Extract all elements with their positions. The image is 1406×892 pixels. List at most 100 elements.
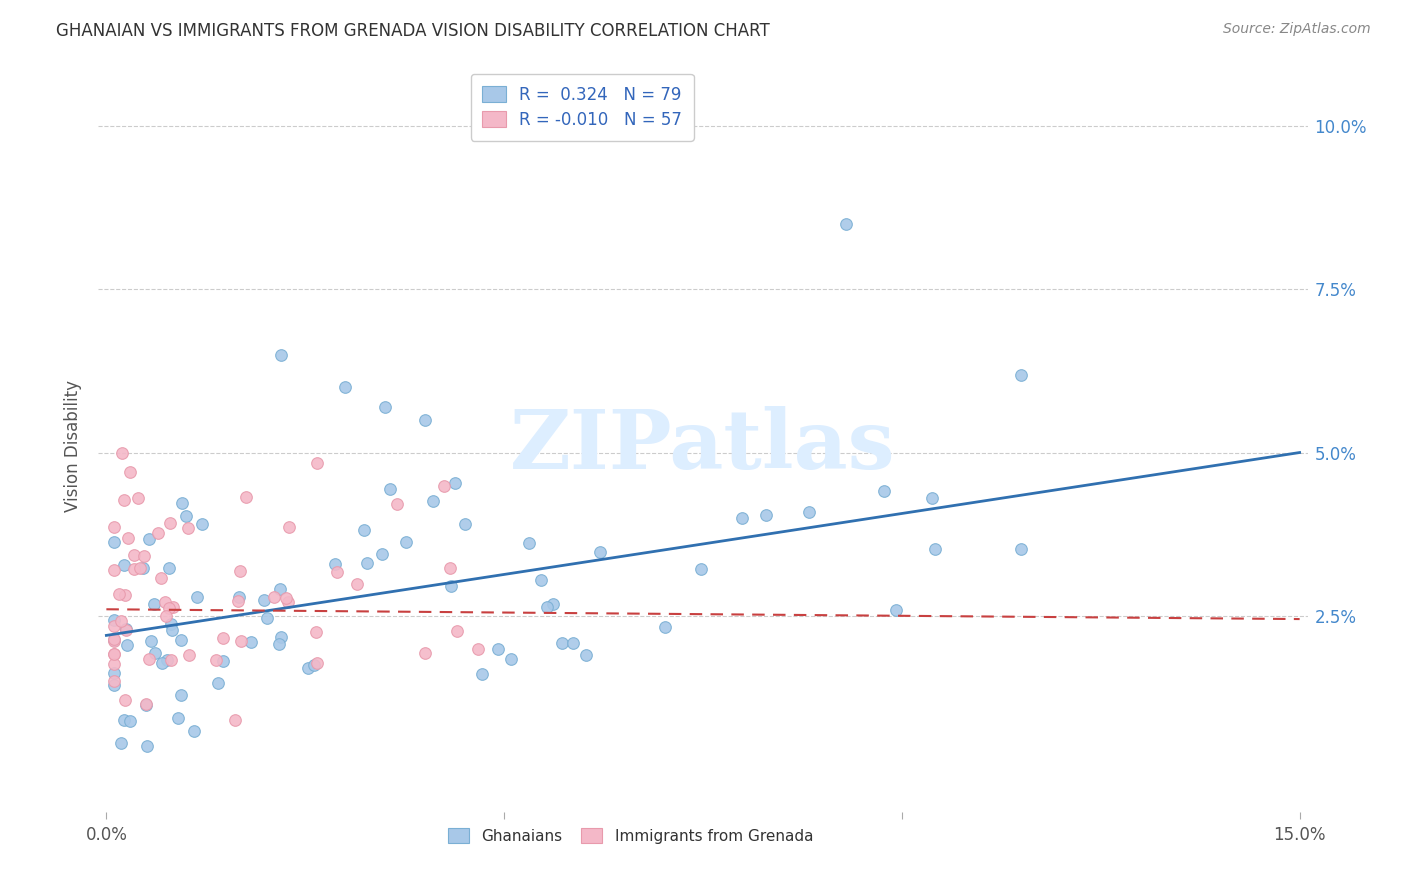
Y-axis label: Vision Disability: Vision Disability: [65, 380, 83, 512]
Point: [103, 648, 125, 662]
Point: [183, 724, 205, 739]
Point: [551, 636, 574, 650]
Point: [575, 648, 598, 663]
Point: [103, 634, 125, 648]
Point: [253, 593, 276, 607]
Point: [1010, 368, 1032, 382]
Point: [155, 594, 177, 608]
Point: [172, 496, 194, 510]
Point: [156, 653, 179, 667]
Point: [240, 635, 263, 649]
Point: [346, 576, 368, 591]
Point: [118, 714, 141, 728]
Point: [305, 624, 328, 639]
Point: [143, 647, 166, 661]
Point: [471, 666, 494, 681]
Point: [155, 609, 177, 624]
Point: [224, 713, 246, 727]
Point: [157, 601, 180, 615]
Point: [731, 511, 754, 525]
Point: [204, 652, 226, 666]
Point: [103, 535, 125, 549]
Point: [541, 597, 564, 611]
Point: [229, 633, 252, 648]
Text: ZIPatlas: ZIPatlas: [510, 406, 896, 486]
Text: Source: ZipAtlas.com: Source: ZipAtlas.com: [1223, 22, 1371, 37]
Text: GHANAIAN VS IMMIGRANTS FROM GRENADA VISION DISABILITY CORRELATION CHART: GHANAIAN VS IMMIGRANTS FROM GRENADA VISI…: [56, 22, 770, 40]
Point: [226, 594, 249, 608]
Point: [297, 660, 319, 674]
Point: [274, 591, 297, 606]
Point: [269, 582, 291, 596]
Point: [256, 611, 278, 625]
Point: [135, 698, 157, 712]
Point: [138, 652, 160, 666]
Point: [169, 632, 191, 647]
Point: [921, 491, 943, 505]
Point: [326, 565, 349, 579]
Point: [177, 648, 200, 662]
Point: [103, 613, 125, 627]
Point: [517, 536, 540, 550]
Point: [103, 657, 125, 672]
Point: [270, 630, 292, 644]
Point: [159, 652, 181, 666]
Point: [561, 635, 583, 649]
Point: [149, 571, 172, 585]
Point: [103, 678, 125, 692]
Point: [305, 656, 328, 670]
Point: [103, 563, 125, 577]
Point: [127, 491, 149, 506]
Point: [103, 666, 125, 681]
Point: [488, 642, 510, 657]
Point: [380, 483, 402, 497]
Point: [499, 652, 522, 666]
Point: [114, 693, 136, 707]
Point: [835, 217, 858, 231]
Point: [138, 532, 160, 546]
Point: [128, 561, 150, 575]
Point: [212, 654, 235, 668]
Point: [440, 579, 463, 593]
Point: [135, 698, 157, 712]
Point: [112, 493, 135, 508]
Point: [270, 347, 292, 362]
Point: [323, 558, 346, 572]
Point: [374, 400, 396, 414]
Point: [132, 561, 155, 575]
Point: [103, 520, 125, 534]
Point: [589, 545, 612, 559]
Point: [112, 713, 135, 727]
Point: [229, 564, 252, 578]
Point: [103, 647, 125, 661]
Point: [110, 614, 132, 628]
Point: [797, 505, 820, 519]
Point: [530, 573, 553, 587]
Point: [117, 638, 139, 652]
Point: [305, 456, 328, 470]
Point: [114, 588, 136, 602]
Point: [146, 526, 169, 541]
Point: [267, 637, 290, 651]
Point: [112, 558, 135, 573]
Point: [160, 623, 183, 637]
Point: [115, 622, 138, 636]
Point: [536, 599, 558, 614]
Point: [132, 549, 155, 564]
Point: [191, 516, 214, 531]
Point: [111, 445, 134, 459]
Point: [228, 590, 250, 604]
Point: [207, 676, 229, 690]
Point: [139, 634, 162, 648]
Point: [107, 587, 129, 601]
Point: [873, 484, 896, 499]
Point: [413, 413, 436, 427]
Point: [333, 380, 356, 394]
Point: [176, 521, 198, 535]
Point: [117, 531, 139, 545]
Point: [174, 508, 197, 523]
Point: [356, 556, 378, 570]
Point: [122, 562, 145, 576]
Point: [124, 548, 146, 562]
Point: [142, 598, 165, 612]
